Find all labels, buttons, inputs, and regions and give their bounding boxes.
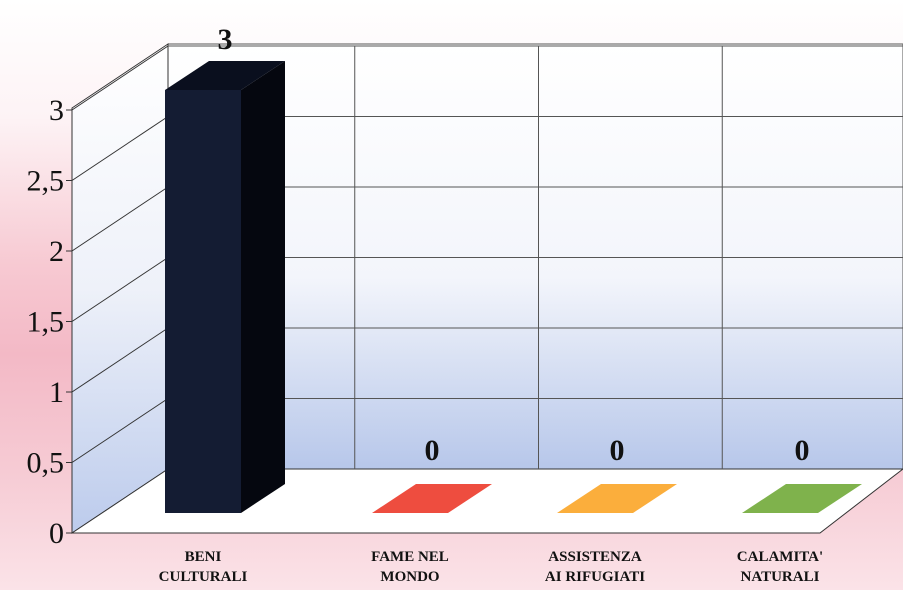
side-gridline (71, 116, 169, 181)
bar-top (557, 484, 677, 513)
category-label-line: ASSISTENZA (548, 549, 642, 565)
bars (165, 61, 862, 513)
side-gridline (71, 45, 169, 111)
category-label-line: AI RIFUGIATI (545, 569, 645, 585)
bar-top (742, 484, 862, 513)
category-label-line: MONDO (380, 569, 439, 585)
value-label: 3 (218, 23, 233, 56)
category-label-line: CALAMITA' (737, 549, 823, 565)
bar-top (165, 61, 285, 90)
category-label: ASSISTENZA AI RIFUGIATI (545, 549, 645, 585)
category-label: CALAMITA' NATURALI (737, 549, 823, 585)
side-gridline (71, 327, 169, 393)
category-label-line: CULTURALI (159, 569, 248, 585)
y-tick-label: 3 (49, 94, 64, 127)
category-label-line: NATURALI (741, 569, 820, 585)
value-label: 0 (795, 434, 810, 467)
y-tick-label: 0,5 (27, 447, 65, 480)
bar-side (241, 61, 285, 513)
y-tick-label: 1,5 (27, 306, 65, 339)
category-label: BENI CULTURALI (159, 549, 248, 585)
side-wall (71, 43, 169, 534)
bar-top (372, 484, 492, 513)
y-tick-label: 1 (49, 376, 64, 409)
side-gridline (71, 257, 169, 322)
y-tick-label: 2 (49, 235, 64, 268)
y-tick-label: 2,5 (27, 165, 65, 198)
bar-front (165, 90, 241, 513)
category-label: FAME NEL MONDO (371, 549, 449, 585)
category-labels: BENI CULTURALI FAME NEL MONDO ASSISTENZA AI R… (159, 549, 824, 585)
y-axis-ticks: 0 0,5 1 1,5 2 2,5 3 (27, 94, 72, 550)
side-gridline (71, 186, 169, 252)
bar (372, 484, 492, 513)
bar (742, 484, 862, 513)
category-label-line: BENI (185, 549, 222, 565)
bar (165, 61, 285, 513)
side-gridline (71, 398, 169, 463)
value-label: 0 (610, 434, 625, 467)
category-label-line: FAME NEL (371, 549, 449, 565)
bar (557, 484, 677, 513)
value-labels: 3 0 0 0 (218, 23, 810, 467)
value-label: 0 (425, 434, 440, 467)
y-tick-label: 0 (49, 517, 64, 550)
